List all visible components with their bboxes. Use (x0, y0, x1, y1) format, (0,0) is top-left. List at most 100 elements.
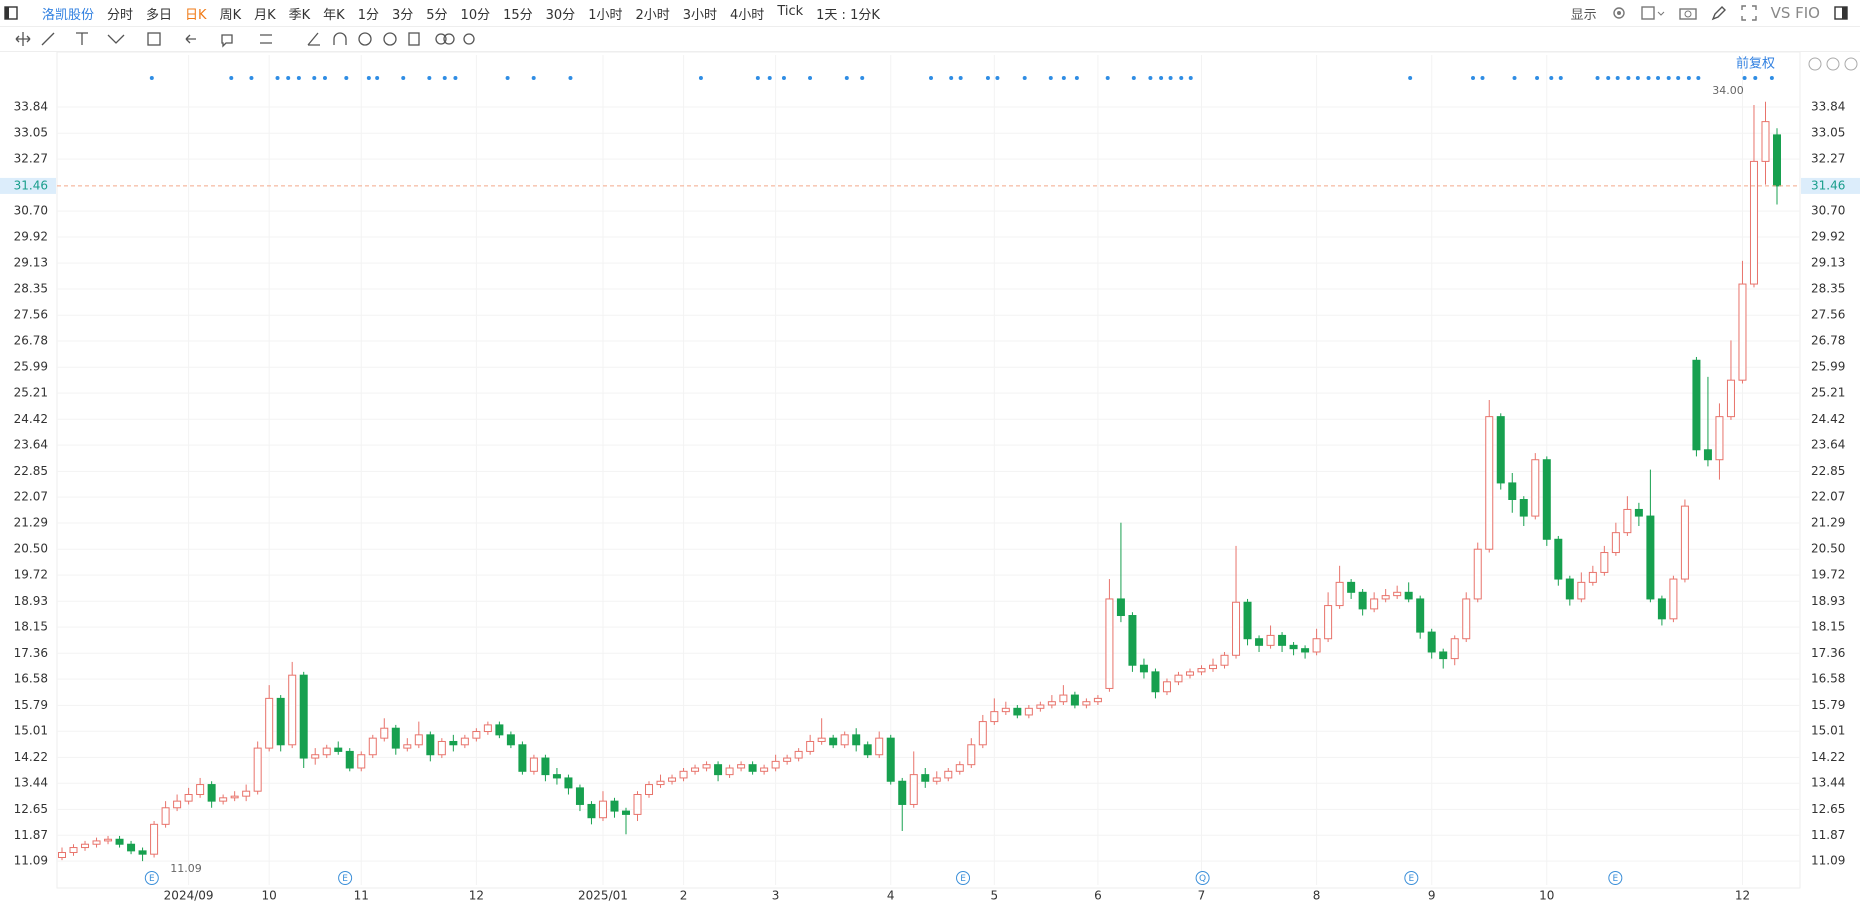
period-button[interactable]: 3小时 (682, 7, 718, 23)
settings-icon[interactable] (1611, 5, 1627, 21)
period-button[interactable]: 10分 (460, 7, 491, 23)
last-price-label-right: 31.46 (1811, 178, 1845, 192)
y-tick-label: 26.78 (14, 334, 48, 348)
period-list: 分时 多日 日K 周K 月K 季K 年K 1分 3分 5分 10分 15分 30分 1小时 2小时 3小时 4小… (107, 4, 880, 23)
event-marker[interactable] (956, 871, 971, 885)
event-marker[interactable] (1608, 871, 1623, 885)
y-tick-label: 16.58 (14, 672, 48, 686)
event-dot (322, 76, 327, 80)
event-marker[interactable] (1404, 871, 1419, 885)
candle-body (403, 744, 412, 749)
x-tick-label: 9 (1428, 889, 1436, 903)
event-dot (958, 76, 963, 80)
zoom-out-button[interactable] (1826, 57, 1840, 71)
measure-tool[interactable] (147, 32, 161, 46)
event-dot (1753, 76, 1758, 80)
last-price-box (0, 177, 56, 194)
drawing-tools (15, 32, 475, 48)
back-tool[interactable] (185, 34, 196, 44)
move-tool[interactable] (15, 32, 31, 46)
magnet-tool[interactable] (333, 32, 347, 45)
event-dot (767, 76, 772, 80)
period-button[interactable]: 1小时 (588, 7, 623, 23)
last-price-label: 31.46 (14, 178, 48, 192)
period-button[interactable]: 多日 (146, 7, 173, 23)
wave-tool[interactable] (107, 34, 125, 44)
y-tick-label: 15.01 (14, 724, 48, 738)
y-tick-label-right: 22.07 (1811, 490, 1845, 504)
period-button[interactable]: 周K (219, 7, 242, 23)
event-dot (1549, 76, 1554, 80)
zoom-in-button[interactable] (1844, 57, 1858, 71)
adjust-mode[interactable]: 前复权 (1736, 56, 1775, 72)
period-button[interactable]: 1分 (357, 7, 379, 23)
candle-body (1519, 499, 1528, 517)
period-button[interactable]: Tick (777, 3, 804, 19)
period-button[interactable]: 3分 (391, 7, 414, 23)
candle-body (506, 734, 515, 746)
candle-body (414, 734, 423, 746)
period-button[interactable]: 季K (288, 7, 311, 23)
candle-body (852, 734, 861, 746)
candle-body (737, 764, 746, 769)
lock-tool[interactable] (383, 32, 397, 46)
layout-icon[interactable] (1640, 5, 1665, 21)
delete-tool[interactable] (408, 32, 420, 46)
link-tool[interactable] (435, 33, 447, 45)
candle-body (679, 770, 688, 779)
period-button[interactable]: 30分 (545, 7, 576, 23)
settings-tool[interactable] (463, 33, 475, 45)
period-button[interactable]: 15分 (503, 7, 533, 23)
angle-tool[interactable] (307, 32, 320, 46)
panel-toggle[interactable] (1834, 6, 1848, 20)
period-button[interactable]: 年K (323, 7, 345, 23)
stock-name[interactable]: 洛凯股份 (42, 7, 95, 23)
event-dot (844, 76, 849, 80)
period-button[interactable]: 日K (185, 7, 207, 23)
x-tick-label: 2025/01 (578, 889, 628, 903)
period-button[interactable]: 2小时 (635, 7, 670, 23)
y-tick-label-right: 33.84 (1811, 100, 1845, 114)
event-dot (1626, 76, 1631, 80)
display-menu[interactable]: 显示 (1570, 7, 1597, 23)
compare-text[interactable]: VS FIO (1770, 4, 1820, 22)
candle-body (1381, 595, 1390, 600)
event-dot (344, 76, 349, 80)
eye-tool[interactable] (358, 32, 372, 46)
comment-tool[interactable] (221, 34, 233, 48)
fullscreen-icon[interactable] (1740, 5, 1757, 21)
period-button[interactable]: 分时 (107, 7, 134, 23)
candle-body (552, 774, 561, 779)
event-marker[interactable] (144, 871, 159, 885)
event-marker-label: E (149, 874, 155, 884)
x-tick-label: 12 (1735, 889, 1750, 903)
pen-icon[interactable] (1711, 5, 1727, 21)
y-tick-label-right: 24.42 (1811, 412, 1845, 426)
camera-icon[interactable] (1678, 5, 1697, 21)
period-button[interactable]: 4小时 (730, 7, 765, 23)
event-dot (568, 76, 573, 80)
event-dot (1408, 76, 1413, 80)
y-tick-label: 15.79 (14, 698, 48, 712)
period-button[interactable]: 5分 (426, 7, 448, 23)
event-marker[interactable] (338, 871, 353, 885)
candle-body (1139, 664, 1148, 673)
event-marker[interactable] (1195, 871, 1210, 885)
candle-body (1347, 581, 1356, 593)
candle-body (1680, 505, 1689, 580)
candle-body (196, 784, 205, 796)
event-dot (1615, 76, 1620, 80)
reset-button[interactable] (1808, 57, 1822, 71)
x-tick-label: 3 (772, 889, 780, 903)
x-tick-label: 2024/09 (164, 889, 214, 903)
line-tool[interactable] (41, 32, 55, 46)
sidebar-toggle[interactable] (4, 6, 18, 20)
event-marker-label: Q (1199, 874, 1206, 884)
fib-tool[interactable] (260, 34, 272, 44)
candle-body (748, 764, 757, 772)
period-button[interactable]: 1天 : 1分K (816, 7, 880, 23)
period-button[interactable]: 月K (254, 7, 276, 23)
trend-tool[interactable] (76, 32, 88, 45)
y-tick-label: 21.29 (14, 516, 48, 530)
